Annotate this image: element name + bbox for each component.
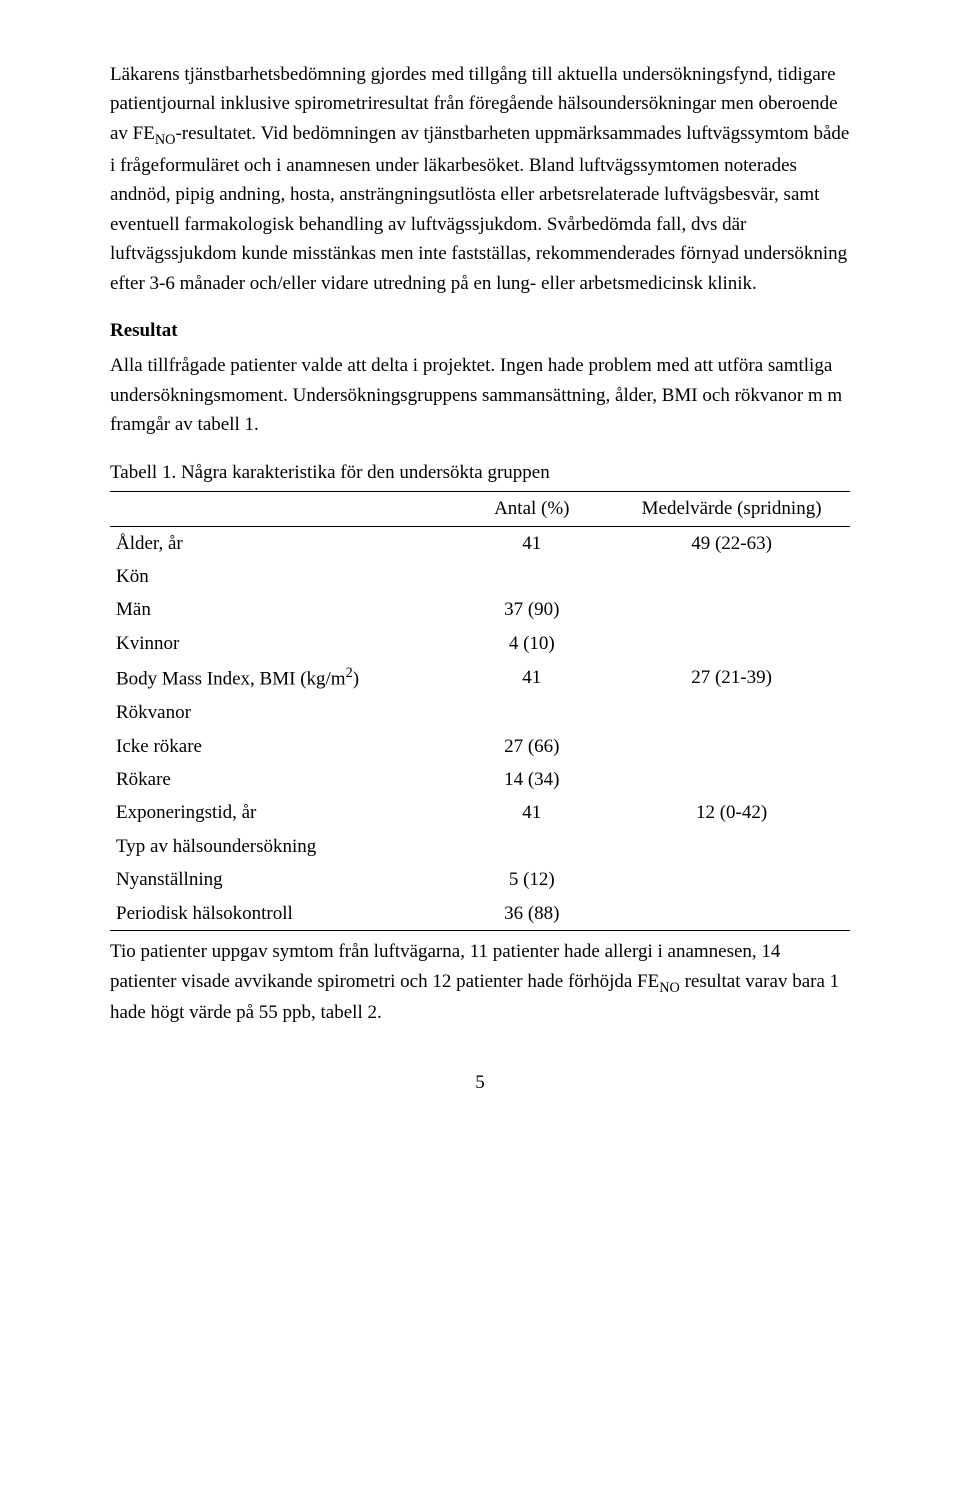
table-cell-label: Kön [110,560,450,593]
document-page: Läkarens tjänstbarhetsbedömning gjordes … [0,0,960,1496]
table-row: Kvinnor4 (10) [110,627,850,660]
section-heading-resultat: Resultat [110,316,850,345]
table-cell-antal: 41 [450,526,613,560]
paragraph-2: Alla tillfrågade patienter valde att del… [110,351,850,439]
table-cell-medel [613,730,850,763]
table-1-caption: Tabell 1. Några karakteristika för den u… [110,458,850,487]
table-row: Kön [110,560,850,593]
table-row: Typ av hälsoundersökning [110,830,850,863]
table-cell-label: Nyanställning [110,863,450,896]
table-cell-antal: 37 (90) [450,593,613,626]
table-cell-medel [613,696,850,729]
subscript-no-1: NO [155,132,176,148]
table-row: Rökvanor [110,696,850,729]
table-cell-label: Ålder, år [110,526,450,560]
table-1-col-medel: Medelvärde (spridning) [613,492,850,526]
table-cell-medel [613,830,850,863]
table-row: Periodisk hälsokontroll36 (88) [110,897,850,931]
table-cell-label: Typ av hälsoundersökning [110,830,450,863]
table-cell-medel [613,897,850,931]
table-cell-antal: 36 (88) [450,897,613,931]
table-cell-antal: 14 (34) [450,763,613,796]
table-cell-medel [613,560,850,593]
subscript-no-2: NO [659,979,680,995]
superscript-2: 2 [346,665,353,681]
table-1-body: Ålder, år4149 (22-63)KönMän37 (90)Kvinno… [110,526,850,931]
table-cell-antal: 41 [450,660,613,696]
table-1-col-antal: Antal (%) [450,492,613,526]
table-cell-antal [450,696,613,729]
table-cell-label: Rökvanor [110,696,450,729]
table-row: Ålder, år4149 (22-63) [110,526,850,560]
table-cell-label: Periodisk hälsokontroll [110,897,450,931]
table-row: Rökare14 (34) [110,763,850,796]
table-cell-label: Icke rökare [110,730,450,763]
table-row: Nyanställning5 (12) [110,863,850,896]
table-cell-medel [613,863,850,896]
table-cell-antal: 5 (12) [450,863,613,896]
paragraph-1: Läkarens tjänstbarhetsbedömning gjordes … [110,60,850,298]
table-row: Män37 (90) [110,593,850,626]
table-cell-antal: 4 (10) [450,627,613,660]
table-cell-medel [613,627,850,660]
table-cell-medel [613,763,850,796]
table-cell-medel: 49 (22-63) [613,526,850,560]
table-cell-label: Exponeringstid, år [110,796,450,829]
table-cell-medel: 27 (21-39) [613,660,850,696]
table-cell-antal: 41 [450,796,613,829]
table-cell-label: Rökare [110,763,450,796]
table-cell-antal: 27 (66) [450,730,613,763]
paragraph-3: Tio patienter uppgav symtom från luftväg… [110,937,850,1028]
table-cell-label: Män [110,593,450,626]
table-1-header-row: Antal (%) Medelvärde (spridning) [110,492,850,526]
table-row: Exponeringstid, år4112 (0-42) [110,796,850,829]
table-1: Antal (%) Medelvärde (spridning) Ålder, … [110,491,850,931]
table-cell-antal [450,560,613,593]
paragraph-1b: -resultatet. Vid bedömningen av tjänstba… [110,123,849,294]
table-row: Icke rökare27 (66) [110,730,850,763]
table-cell-label: Kvinnor [110,627,450,660]
table-cell-antal [450,830,613,863]
table-cell-label: Body Mass Index, BMI (kg/m2) [110,660,450,696]
table-row: Body Mass Index, BMI (kg/m2)4127 (21-39) [110,660,850,696]
table-cell-medel: 12 (0-42) [613,796,850,829]
table-cell-medel [613,593,850,626]
page-number: 5 [110,1068,850,1097]
table-1-col-label [110,492,450,526]
